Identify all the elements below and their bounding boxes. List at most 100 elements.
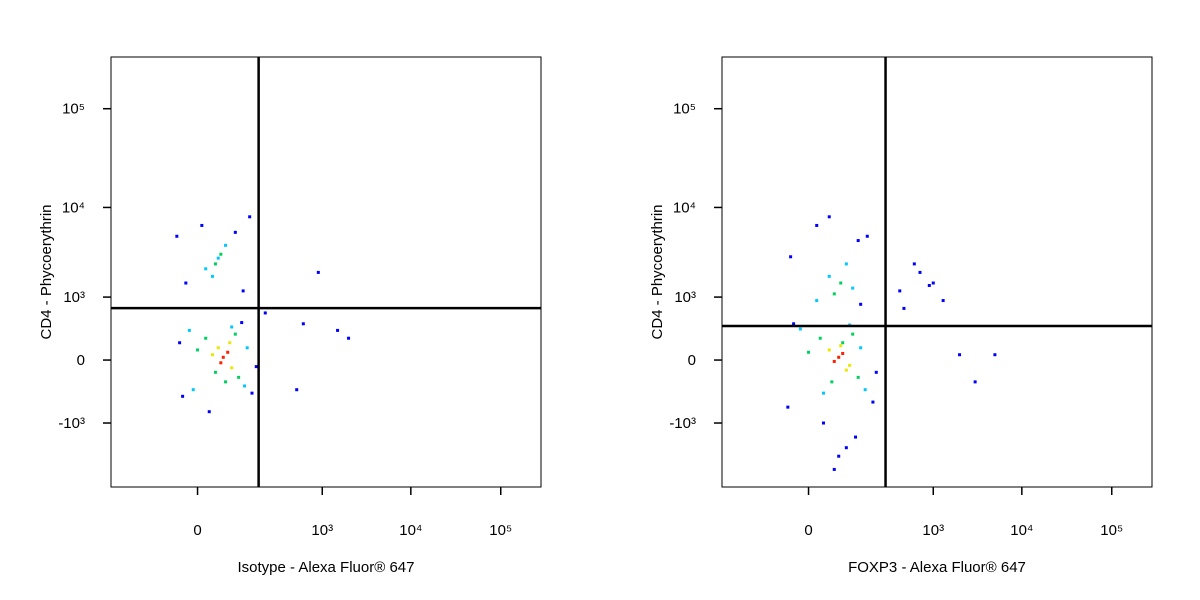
event-dot: [224, 243, 228, 247]
event-dot: [839, 344, 843, 348]
event-dot: [863, 388, 867, 392]
y-tick-label: -10³: [58, 415, 85, 432]
y-tick-label: 0: [77, 352, 85, 369]
event-dot: [818, 336, 822, 340]
event-dot: [871, 400, 875, 404]
event-dot: [856, 375, 860, 379]
event-dot: [213, 262, 217, 266]
event-dot: [839, 281, 843, 285]
event-dot: [837, 454, 841, 458]
event-dot: [798, 327, 802, 331]
event-dot: [213, 370, 217, 374]
event-dot: [789, 255, 793, 259]
event-dot: [851, 332, 855, 336]
event-dot: [336, 328, 340, 332]
event-dot: [821, 421, 825, 425]
x-tick-label: 10⁵: [1100, 522, 1123, 539]
event-dot: [973, 380, 977, 384]
event-dot: [230, 325, 234, 329]
event-dot: [856, 239, 860, 243]
event-dot: [204, 336, 208, 340]
event-dot: [848, 363, 852, 367]
event-dot: [243, 384, 247, 388]
event-dot: [181, 394, 185, 398]
event-dot: [832, 467, 836, 471]
y-axis-label: CD4 - Phycoerythrin: [649, 204, 666, 339]
y-tick-label: -10³: [669, 415, 696, 432]
event-dot: [230, 366, 234, 370]
event-dot: [248, 215, 252, 219]
event-dot: [233, 332, 237, 336]
event-dot: [918, 270, 922, 274]
event-dot: [240, 321, 244, 325]
plot-frame: [721, 56, 1153, 488]
event-dot: [191, 388, 195, 392]
event-dot: [958, 353, 962, 357]
event-dot: [898, 289, 902, 293]
y-tick-label: 10⁴: [62, 199, 85, 216]
event-dot: [254, 365, 258, 369]
x-axis-label: Isotype - Alexa Fluor® 647: [238, 559, 415, 576]
event-dot: [184, 281, 188, 285]
event-dot: [250, 391, 254, 395]
x-axis-label: FOXP3 - Alexa Fluor® 647: [848, 559, 1026, 576]
y-tick-label: 10³: [674, 289, 696, 306]
event-dot: [216, 346, 220, 350]
event-dot: [224, 380, 228, 384]
event-dot: [200, 223, 204, 227]
y-tick-label: 10⁵: [62, 101, 85, 118]
event-dot: [237, 375, 241, 379]
x-tick-label: 10⁴: [1010, 522, 1033, 539]
event-dot: [295, 388, 299, 392]
event-dot: [815, 223, 819, 227]
x-tick-label: 10³: [311, 522, 333, 539]
event-dot: [301, 322, 305, 326]
event-dot: [832, 292, 836, 296]
event-dot: [902, 306, 906, 310]
event-dot: [792, 322, 796, 326]
event-dot: [841, 341, 845, 345]
x-tick-label: 0: [804, 522, 812, 539]
x-tick-label: 0: [193, 522, 201, 539]
x-tick-label: 10³: [922, 522, 944, 539]
plot-frame: [110, 56, 542, 488]
y-axis-label: CD4 - Phycoerythrin: [38, 204, 55, 339]
event-dot: [941, 299, 945, 303]
event-dot: [827, 274, 831, 278]
event-dot: [837, 355, 841, 359]
event-dot: [241, 289, 245, 293]
y-tick-label: 10⁴: [673, 199, 696, 216]
event-dot: [865, 234, 869, 238]
event-dot: [874, 370, 878, 374]
event-dot: [993, 353, 997, 357]
y-tick-label: 10⁵: [673, 101, 696, 118]
event-dot: [854, 435, 858, 439]
event-dot: [233, 230, 237, 234]
y-tick-label: 10³: [63, 289, 85, 306]
event-dot: [786, 405, 790, 409]
event-dot: [210, 274, 214, 278]
event-dot: [821, 391, 825, 395]
event-dot: [807, 350, 811, 354]
event-dot: [263, 311, 267, 315]
event-dot: [226, 350, 230, 354]
event-dot: [912, 262, 916, 266]
event-dot: [859, 346, 863, 350]
event-dot: [210, 353, 214, 357]
event-dot: [832, 359, 836, 363]
event-dot: [844, 262, 848, 266]
event-dot: [841, 351, 845, 355]
event-dot: [219, 252, 223, 256]
event-dot: [827, 348, 831, 352]
event-dot: [187, 328, 191, 332]
event-dot: [347, 336, 351, 340]
x-tick-label: 10⁴: [399, 522, 422, 539]
event-dot: [219, 361, 223, 365]
event-dot: [316, 270, 320, 274]
x-tick-label: 10⁵: [489, 522, 512, 539]
event-dot: [851, 286, 855, 290]
event-dot: [927, 283, 931, 287]
event-dot: [830, 380, 834, 384]
